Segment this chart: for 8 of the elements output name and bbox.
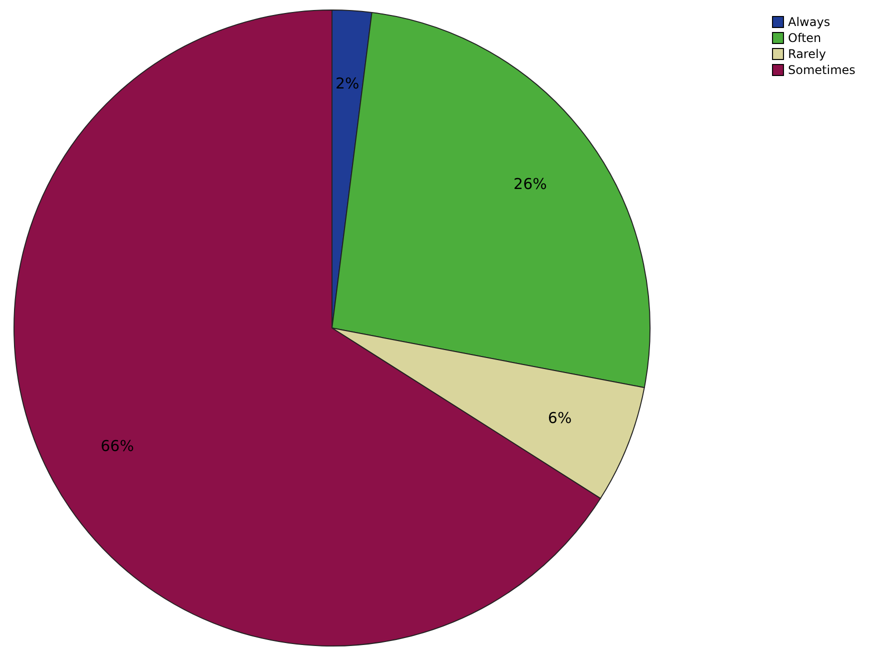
data-label: 2% — [335, 74, 360, 92]
legend-label: Sometimes — [788, 63, 856, 77]
legend-label: Often — [788, 31, 822, 45]
data-label: 6% — [548, 409, 572, 428]
legend-label: Rarely — [788, 47, 826, 61]
data-label: 26% — [514, 174, 547, 193]
data-label: 66% — [100, 437, 134, 456]
legend-label: Always — [788, 15, 830, 29]
